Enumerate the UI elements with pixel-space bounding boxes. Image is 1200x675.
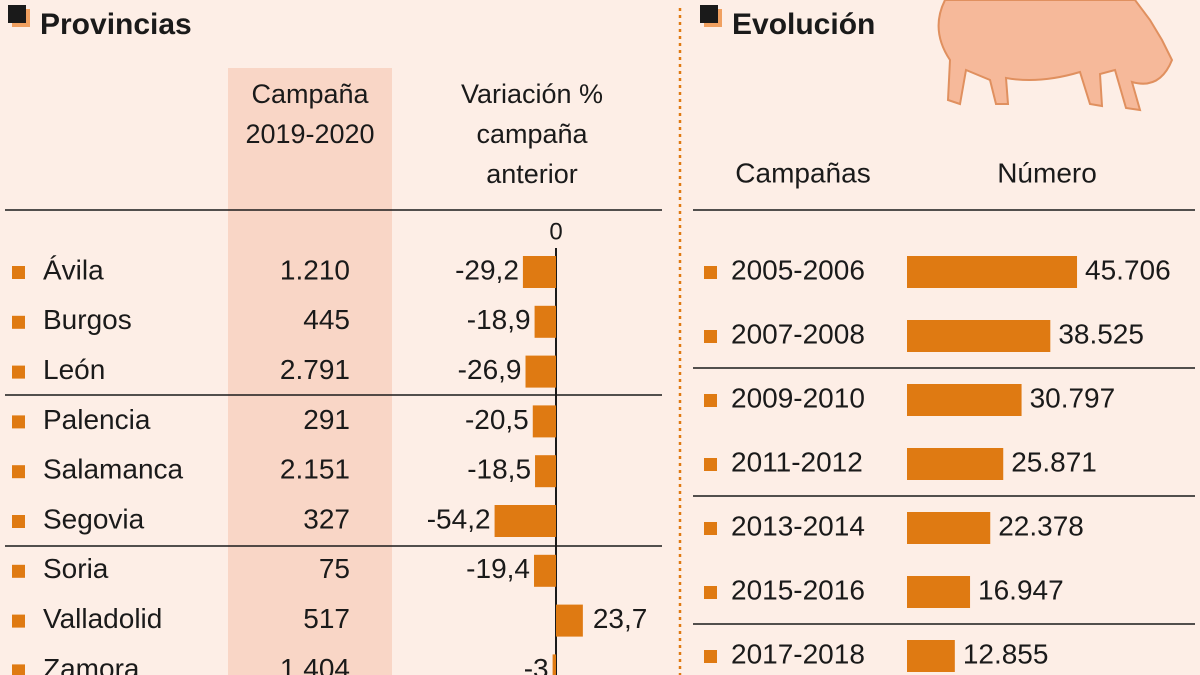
value-label: 23,7 xyxy=(593,603,648,634)
bullet xyxy=(704,394,717,407)
row-label: Valladolid xyxy=(43,603,162,634)
bar xyxy=(907,256,1078,288)
column-highlight xyxy=(228,68,392,675)
row-label: 2011-2012 xyxy=(731,446,863,477)
bar xyxy=(907,320,1051,352)
cell-value: 1.210 xyxy=(280,254,350,285)
value-label: -18,9 xyxy=(467,304,531,335)
value-label: -26,9 xyxy=(458,354,522,385)
column-header: Campañas xyxy=(735,157,870,188)
value-label: 16.947 xyxy=(978,574,1064,605)
cell-value: 517 xyxy=(303,603,350,634)
bar xyxy=(907,640,955,672)
icon xyxy=(8,5,26,23)
panel-title: Evolución xyxy=(732,8,875,41)
cell-value: 291 xyxy=(303,404,350,435)
bullet xyxy=(704,522,717,535)
value-label: 25.871 xyxy=(1011,446,1097,477)
cell-value: 445 xyxy=(303,304,350,335)
bar xyxy=(907,384,1022,416)
row-label: 2017-2018 xyxy=(731,638,865,669)
row-label: Burgos xyxy=(43,304,132,335)
x-tick-label: 0 xyxy=(549,218,562,245)
row-label: Salamanca xyxy=(43,454,184,485)
cell-value: 1.404 xyxy=(280,653,350,675)
bar xyxy=(907,448,1004,480)
value-label: -3 xyxy=(524,653,549,675)
bullet xyxy=(12,664,25,675)
row-label: 2013-2014 xyxy=(731,510,865,541)
row-label: Segovia xyxy=(43,503,145,534)
cell-value: 75 xyxy=(319,553,350,584)
cell-value: 2.151 xyxy=(280,454,350,485)
cell-value: 327 xyxy=(303,503,350,534)
bar xyxy=(532,405,556,438)
bar xyxy=(522,256,556,288)
bar xyxy=(552,654,556,675)
column-header: Variación % campaña anterior xyxy=(460,79,604,189)
cell-value: 2.791 xyxy=(280,354,350,385)
bar xyxy=(907,512,991,544)
bullet xyxy=(12,365,25,379)
row-label: Palencia xyxy=(43,404,151,435)
column-header: Campaña 2019-2020 xyxy=(245,79,375,149)
value-label: 30.797 xyxy=(1030,382,1116,413)
column-header: Número xyxy=(997,157,1097,188)
value-label: -20,5 xyxy=(465,404,529,435)
row-label: Ávila xyxy=(43,254,104,285)
row-label: León xyxy=(43,354,105,385)
row-label: Soria xyxy=(43,553,109,584)
row-label: 2009-2010 xyxy=(731,382,865,413)
row-label: 2005-2006 xyxy=(731,254,865,285)
bullet xyxy=(12,564,25,578)
bullet xyxy=(12,515,25,528)
bar xyxy=(907,576,971,608)
row-label: 2015-2016 xyxy=(731,574,865,605)
value-label: 22.378 xyxy=(998,510,1084,541)
bullet xyxy=(12,266,25,279)
value-label: -18,5 xyxy=(467,454,531,485)
bar xyxy=(556,604,583,637)
icon xyxy=(700,5,718,23)
value-label: -54,2 xyxy=(427,503,491,534)
value-label: 38.525 xyxy=(1058,318,1144,349)
bar xyxy=(534,554,556,587)
pig-illustration xyxy=(937,0,1174,112)
bullet xyxy=(704,586,717,599)
value-label: -19,4 xyxy=(466,553,530,584)
panel-title: Provincias xyxy=(40,8,192,41)
value-label: -29,2 xyxy=(455,254,519,285)
value-label: 45.706 xyxy=(1085,254,1171,285)
bar xyxy=(535,455,556,488)
bullet xyxy=(12,315,25,329)
row-label: Zamora xyxy=(43,653,140,675)
bar xyxy=(494,505,556,537)
bar xyxy=(534,305,556,338)
bullet xyxy=(704,650,717,663)
bar xyxy=(525,355,556,388)
bullet xyxy=(12,415,25,429)
bullet xyxy=(12,465,25,479)
value-label: 12.855 xyxy=(963,638,1049,669)
bullet xyxy=(12,614,25,628)
bullet xyxy=(704,266,717,279)
bullet xyxy=(704,330,717,343)
row-label: 2007-2008 xyxy=(731,318,865,349)
bullet xyxy=(704,458,717,471)
